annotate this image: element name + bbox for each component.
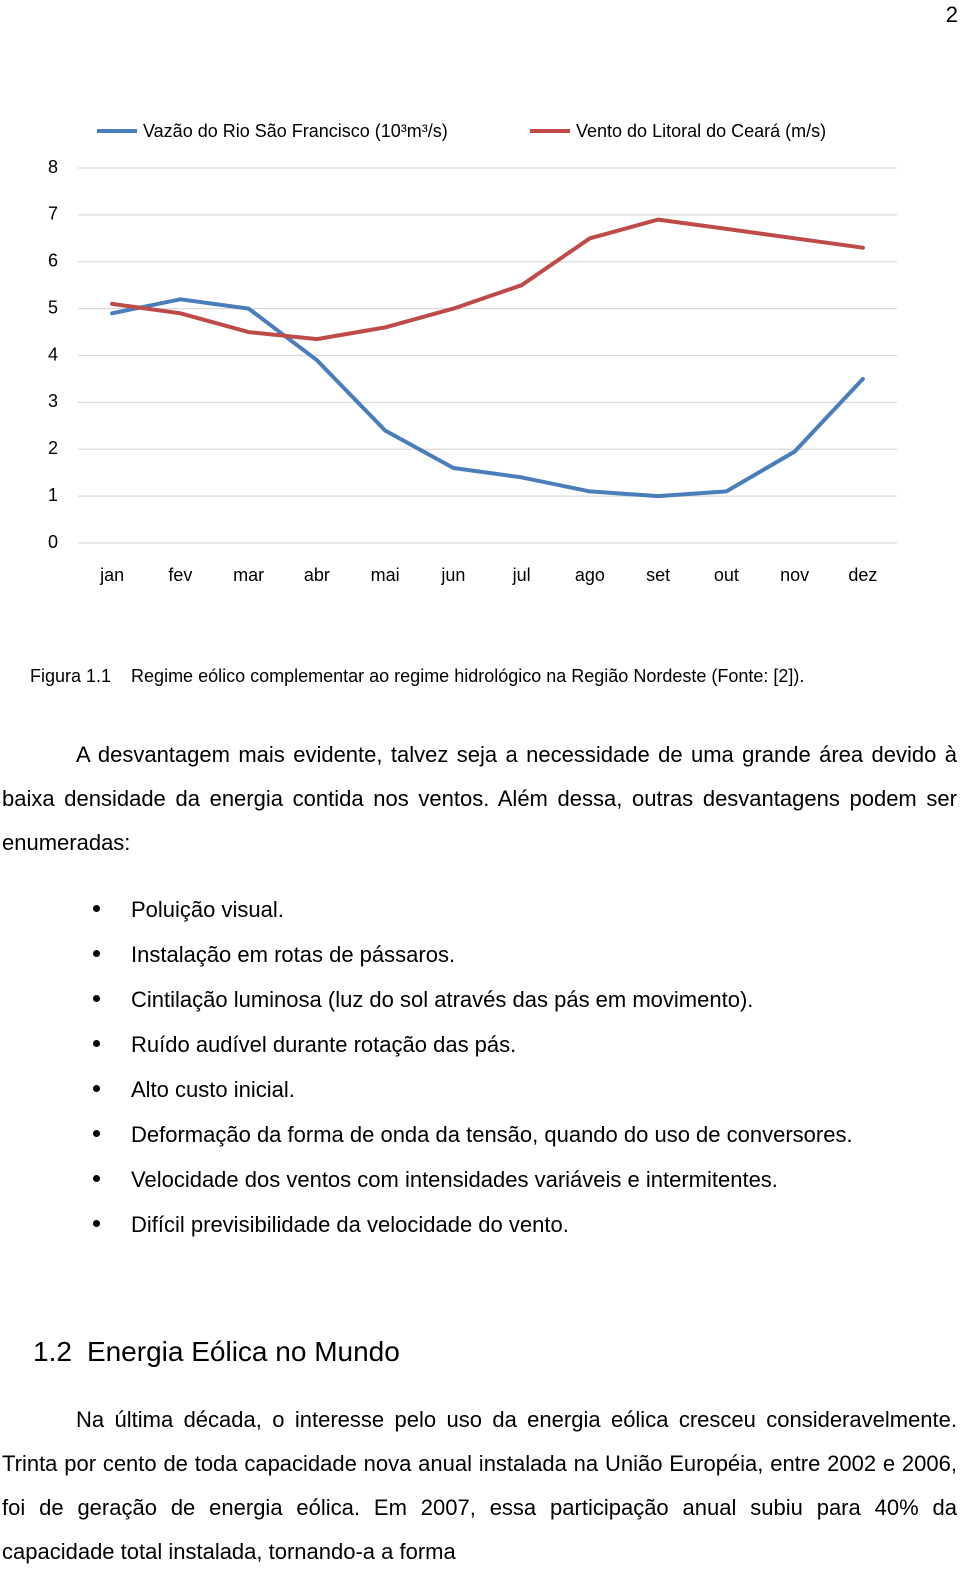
y-tick-label: 0 — [48, 532, 58, 552]
page-number: 2 — [945, 2, 958, 27]
x-tick-label: jul — [512, 565, 531, 585]
y-tick-label: 3 — [48, 391, 58, 411]
x-tick-label: abr — [304, 565, 330, 585]
y-tick-label: 8 — [48, 157, 58, 177]
x-tick-label: mar — [233, 565, 264, 585]
bullet-item: Difícil previsibilidade da velocidade do… — [0, 1202, 957, 1247]
y-tick-label: 7 — [48, 204, 58, 224]
x-tick-label: out — [714, 565, 739, 585]
section-title: Energia Eólica no Mundo — [86, 1336, 400, 1367]
bullet-item: Alto custo inicial. — [0, 1067, 957, 1112]
x-tick-label: dez — [848, 565, 877, 585]
legend-label: Vazão do Rio São Francisco (10³m³/s) — [143, 121, 448, 141]
x-tick-label: jan — [99, 565, 124, 585]
chart: 0 1 2 3 4 5 6 7 8 jan fev mar abr mai jun jul ago set out n… — [48, 121, 897, 585]
y-tick-label: 6 — [48, 251, 58, 271]
paragraph: Na última década, o interesse pelo uso d… — [2, 1407, 957, 1564]
x-tick-label: fev — [168, 565, 192, 585]
paragraph: A desvantagem mais evidente, talvez seja… — [2, 742, 957, 855]
section-number: 1.2 — [33, 1336, 72, 1367]
bullet-item: Ruído audível durante rotação das pás. — [0, 1022, 957, 1067]
caption-text: Regime eólico complementar ao regime hid… — [131, 666, 805, 686]
y-tick-label: 4 — [48, 344, 58, 364]
y-tick-label: 2 — [48, 438, 58, 458]
y-tick-label: 5 — [48, 297, 58, 317]
section-heading: 1.2 Energia Eólica no Mundo — [33, 1336, 400, 1368]
bullet-item: Instalação em rotas de pássaros. — [0, 932, 957, 977]
bullet-item: Poluição visual. — [0, 887, 957, 932]
x-tick-label: mai — [371, 565, 400, 585]
figure-caption: Figura 1.1 Regime eólico complementar ao … — [30, 666, 804, 687]
data-line — [110, 297, 865, 499]
x-tick-label: nov — [780, 565, 809, 585]
data-line — [110, 217, 865, 342]
x-tick-label: jun — [440, 565, 465, 585]
x-tick-label: set — [646, 565, 670, 585]
y-tick-label: 1 — [48, 485, 58, 505]
legend-label: Vento do Litoral do Ceará (m/s) — [576, 121, 826, 141]
caption-label: Figura 1.1 — [30, 666, 112, 686]
bullet-item: Cintilação luminosa (luz do sol através … — [0, 977, 957, 1022]
bullet-item: Deformação da forma de onda da tensão, q… — [0, 1112, 957, 1157]
x-tick-label: ago — [575, 565, 605, 585]
bullet-item: Velocidade dos ventos com intensidades v… — [0, 1157, 957, 1202]
bullet-list: Poluição visual. Instalação em rotas de p… — [0, 887, 957, 1247]
